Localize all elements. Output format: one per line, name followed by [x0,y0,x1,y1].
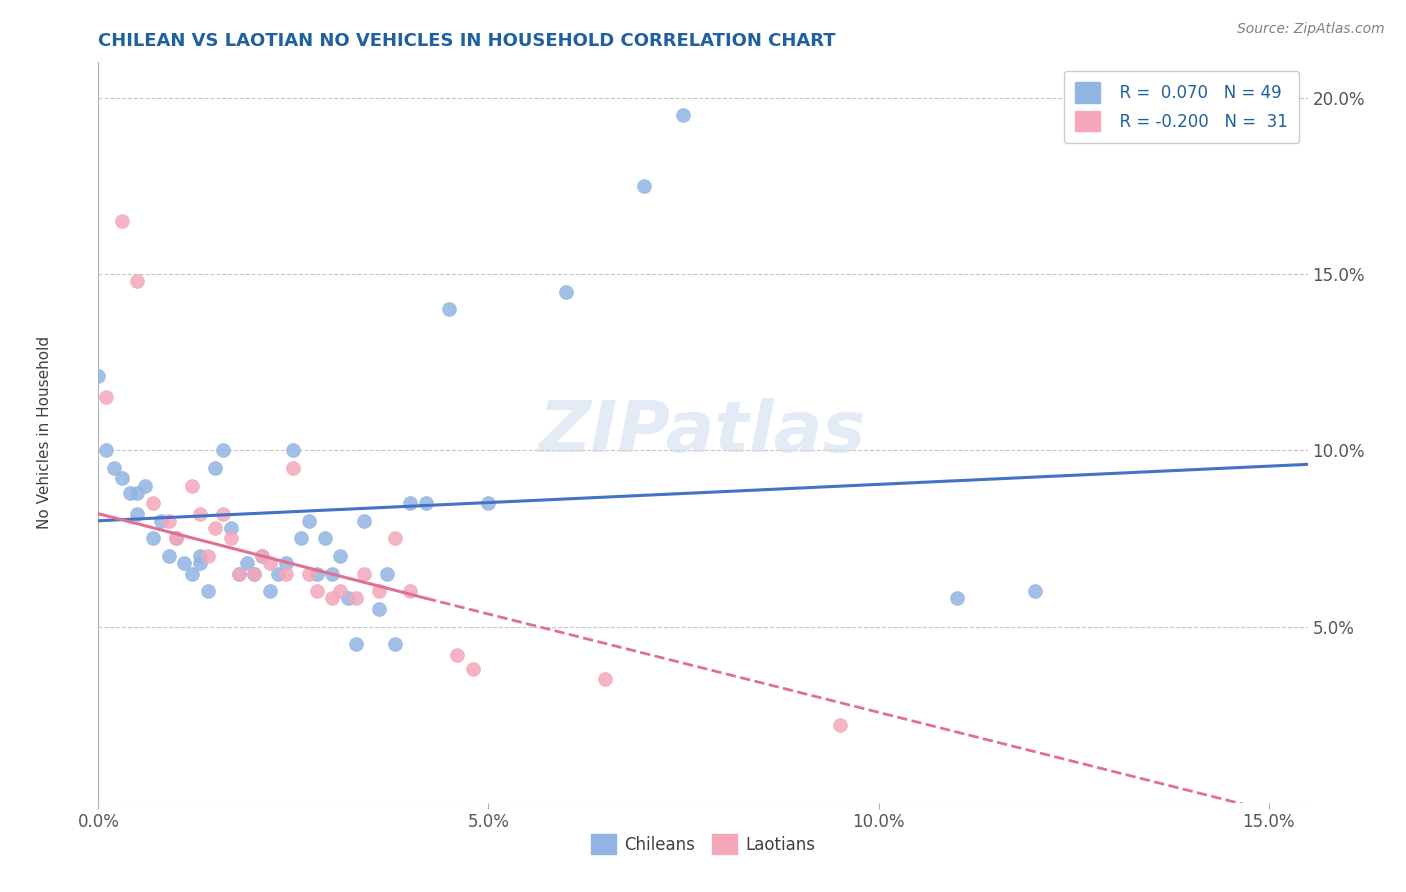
Point [274,566,297,581]
Point [181,566,204,581]
Point [212,443,235,458]
Point [1024,584,1046,599]
Point [439,302,461,317]
Point [127,507,149,521]
Point [305,584,328,599]
Point [399,496,422,510]
Point [384,637,406,651]
Point [252,549,274,563]
Point [219,532,242,546]
Point [228,566,250,581]
Point [134,478,156,492]
Point [283,443,305,458]
Point [283,461,305,475]
Point [157,549,180,563]
Point [197,549,219,563]
Point [197,584,219,599]
Point [828,718,851,732]
Point [219,521,242,535]
Point [298,566,321,581]
Point [188,556,211,570]
Point [321,566,343,581]
Point [118,485,141,500]
Point [142,496,165,510]
Point [127,485,149,500]
Point [305,566,328,581]
Text: CHILEAN VS LAOTIAN NO VEHICLES IN HOUSEHOLD CORRELATION CHART: CHILEAN VS LAOTIAN NO VEHICLES IN HOUSEH… [98,32,837,50]
Point [243,566,266,581]
Point [344,591,367,606]
Point [314,532,336,546]
Point [321,591,343,606]
Point [415,496,437,510]
Point [267,566,290,581]
Point [329,549,352,563]
Point [353,514,375,528]
Point [375,566,398,581]
Text: Source: ZipAtlas.com: Source: ZipAtlas.com [1237,22,1385,37]
Point [157,514,180,528]
Point [111,214,134,228]
Point [329,584,352,599]
Point [111,471,134,485]
Point [243,566,266,581]
Point [633,178,655,193]
Point [368,602,391,616]
Point [595,673,617,687]
Point [298,514,321,528]
Point [127,274,149,288]
Point [96,443,118,458]
Point [96,390,118,404]
Point [212,507,235,521]
Text: No Vehicles in Household: No Vehicles in Household [37,336,52,529]
Point [353,566,375,581]
Point [181,478,204,492]
Point [149,514,172,528]
Point [228,566,250,581]
Point [204,521,226,535]
Point [945,591,967,606]
Point [337,591,360,606]
Point [384,532,406,546]
Point [274,556,297,570]
Point [672,108,695,122]
Point [259,556,281,570]
Point [235,556,257,570]
Point [103,461,125,475]
Point [173,556,195,570]
Point [204,461,226,475]
Point [446,648,468,662]
Text: ZIPatlas: ZIPatlas [540,398,866,467]
Point [87,369,110,384]
Point [399,584,422,599]
Point [461,662,484,676]
Legend: Chileans, Laotians: Chileans, Laotians [585,828,821,861]
Point [344,637,367,651]
Point [188,549,211,563]
Point [290,532,312,546]
Point [165,532,187,546]
Point [142,532,165,546]
Point [165,532,187,546]
Point [188,507,211,521]
Point [477,496,499,510]
Point [555,285,578,299]
Point [259,584,281,599]
Point [252,549,274,563]
Point [368,584,391,599]
